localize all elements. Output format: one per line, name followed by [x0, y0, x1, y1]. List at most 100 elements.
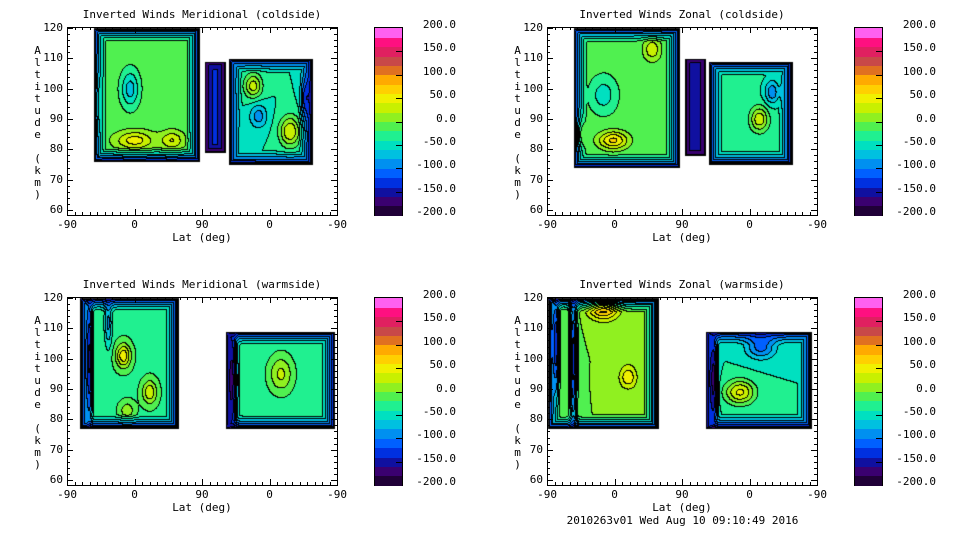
colorbar-band — [375, 168, 402, 179]
colorbar-band — [375, 186, 402, 197]
colorbar-label: 50.0 — [909, 358, 937, 372]
colorbar-label: 50.0 — [429, 88, 457, 102]
colorbar-band — [375, 56, 402, 66]
plot-title: Inverted Winds Meridional (coldside) — [82, 8, 322, 21]
y-tick-label: 70 — [529, 172, 544, 186]
plot-panel-2: Inverted Winds Zonal (coldside) -90 0 90 0 -9… — [480, 0, 960, 270]
colorbar-tick — [396, 438, 402, 440]
colorbar-tick — [396, 144, 402, 146]
colorbar-band — [855, 177, 882, 188]
colorbar-tick — [396, 98, 402, 100]
colorbar-band — [375, 196, 402, 207]
y-tick-label: 120 — [43, 21, 64, 34]
colorbar-label: -50.0 — [422, 134, 456, 148]
y-tick-label: 60 — [49, 203, 64, 216]
colorbar-tick — [876, 391, 882, 393]
y-tick-label: 100 — [43, 81, 64, 95]
contour-field — [547, 27, 817, 215]
x-tick-label: 0 — [266, 488, 273, 501]
x-tick-label: -90 — [57, 218, 77, 231]
colorbar-band — [855, 400, 882, 411]
y-tick-label: 60 — [49, 473, 64, 486]
y-tick-label: 100 — [523, 351, 544, 365]
colorbar-tick — [876, 344, 882, 346]
colorbar-band — [855, 93, 882, 104]
colorbar-label: -150.0 — [416, 181, 456, 195]
colorbar-tick — [876, 121, 882, 123]
x-tick-label: -90 — [57, 488, 77, 501]
colorbar-label: -150.0 — [896, 451, 936, 465]
colorbar-label: 100.0 — [422, 64, 456, 78]
colorbar-band — [855, 316, 882, 327]
colorbar-label: 0.0 — [436, 111, 456, 125]
colorbar-band — [375, 372, 402, 383]
colorbar — [374, 297, 403, 486]
y-tick-label: 70 — [49, 442, 64, 456]
colorbar-band — [855, 456, 882, 467]
y-tick-label: 80 — [49, 412, 64, 426]
colorbar-tick — [876, 74, 882, 76]
x-axis-label: Lat (deg) — [172, 231, 232, 244]
y-tick-label: 60 — [529, 203, 544, 216]
colorbar-tick — [396, 414, 402, 416]
colorbar-band — [855, 65, 882, 76]
plot-panel-3: Inverted Winds Meridional (warmside) -90 0… — [0, 270, 480, 540]
colorbar-band — [375, 363, 402, 374]
colorbar-band — [375, 37, 402, 48]
colorbar-band — [375, 205, 402, 216]
x-tick-label: 0 — [611, 218, 618, 231]
plot-panel-1: Inverted Winds Meridional (coldside) -90 0… — [0, 0, 480, 270]
colorbar-band — [855, 37, 882, 48]
colorbar-band — [375, 400, 402, 411]
colorbar-tick — [396, 344, 402, 346]
x-tick-label: -90 — [327, 218, 347, 231]
colorbar-band — [855, 74, 882, 85]
colorbar-label: -100.0 — [416, 158, 456, 172]
colorbar-band — [855, 382, 882, 393]
colorbar-band — [855, 447, 882, 458]
colorbar-band — [375, 28, 402, 38]
colorbar-band — [375, 466, 402, 477]
y-tick-label: 70 — [49, 172, 64, 186]
colorbar-label: 100.0 — [902, 64, 936, 78]
y-tick-label: 90 — [529, 112, 544, 125]
colorbar-tick — [396, 121, 402, 123]
y-tick-label: 110 — [523, 51, 544, 65]
colorbar-tick — [396, 321, 402, 323]
colorbar-band — [855, 168, 882, 179]
x-tick-label: 0 — [746, 488, 753, 501]
axis-ticks — [67, 27, 337, 215]
colorbar-band — [375, 438, 402, 449]
colorbar-band — [375, 344, 402, 355]
colorbar-tick — [876, 321, 882, 323]
colorbar — [374, 27, 403, 216]
x-tick-label: 90 — [195, 488, 209, 501]
y-axis-label: Altitude (km) — [511, 314, 524, 470]
colorbar-label: 50.0 — [429, 358, 457, 372]
y-tick-label: 120 — [523, 21, 544, 34]
colorbar-label: 150.0 — [902, 311, 936, 325]
colorbar-label: -50.0 — [422, 404, 456, 418]
colorbar-band — [375, 447, 402, 458]
colorbar-band — [375, 382, 402, 393]
contour-plot-area — [547, 27, 817, 215]
colorbar-band — [855, 56, 882, 66]
contour-plot-area — [67, 27, 337, 215]
colorbar-tick — [876, 438, 882, 440]
colorbar-band — [375, 65, 402, 76]
colorbar-band — [855, 307, 882, 318]
x-tick-label: -90 — [807, 218, 827, 231]
colorbar-label: -100.0 — [896, 428, 936, 442]
x-tick-label: 90 — [675, 488, 689, 501]
colorbar-label: 100.0 — [902, 334, 936, 348]
y-tick-label: 90 — [529, 382, 544, 395]
colorbar-label: -150.0 — [896, 181, 936, 195]
y-axis-label: Altitude (km) — [511, 44, 524, 200]
colorbar-band — [855, 363, 882, 374]
x-tick-label: 0 — [266, 218, 273, 231]
colorbar-tick — [876, 51, 882, 53]
colorbar-label: 50.0 — [909, 88, 937, 102]
x-tick-label: -90 — [807, 488, 827, 501]
x-tick-label: 0 — [746, 218, 753, 231]
y-tick-label: 110 — [43, 51, 64, 65]
